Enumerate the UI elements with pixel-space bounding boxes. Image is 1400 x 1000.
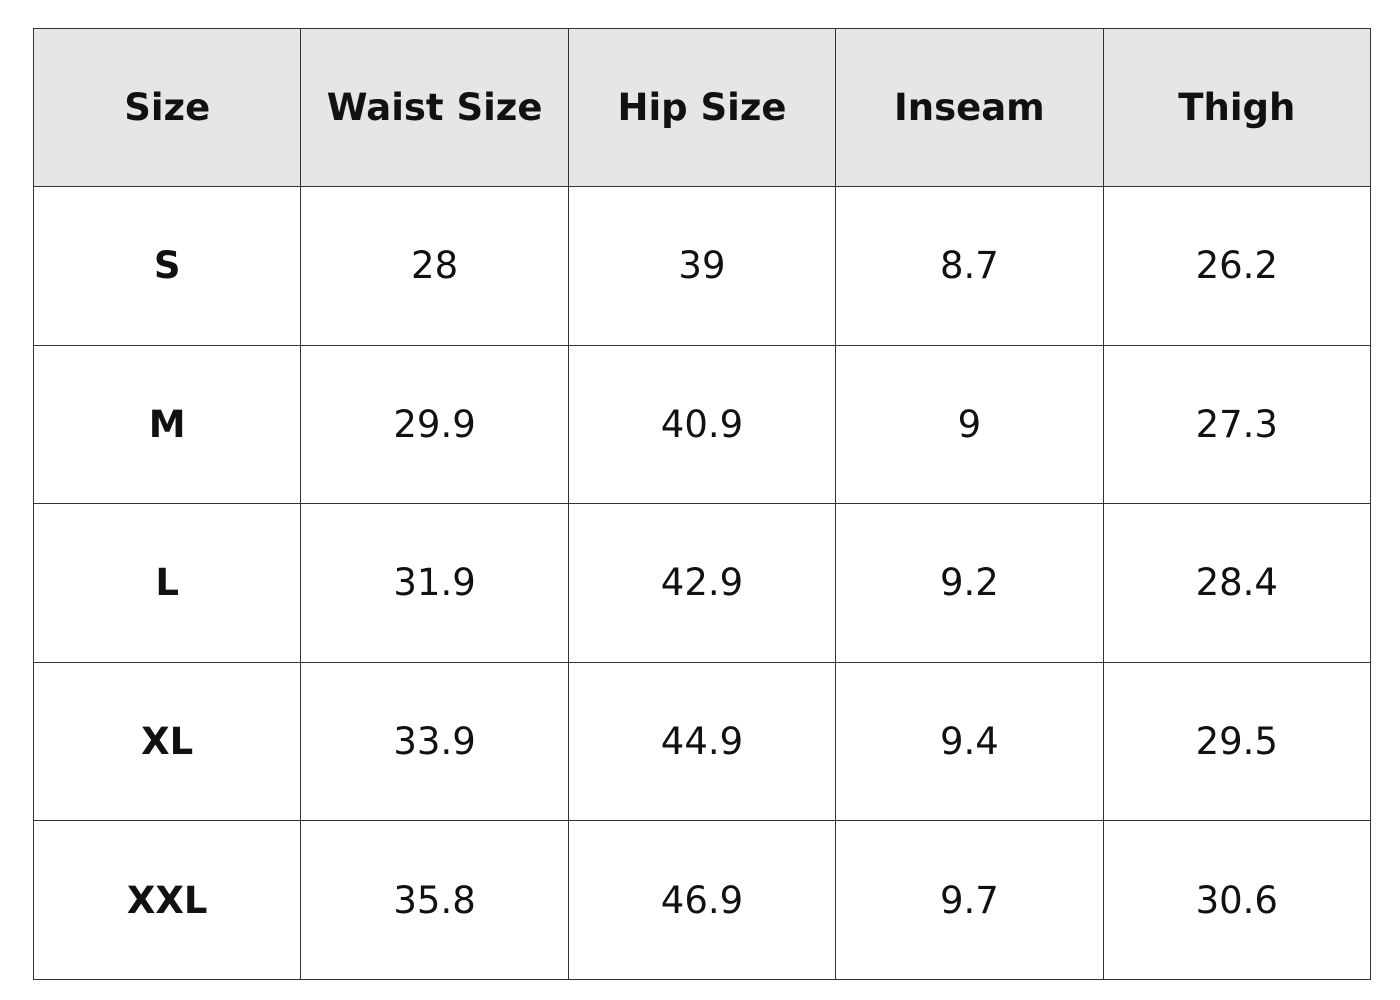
measurement-cell: 29.9 [300,344,569,505]
measurement-cell: 27.3 [1102,344,1372,505]
measurement-cell: 44.9 [567,661,837,822]
header-cell: Waist Size [300,28,569,187]
size-chart-table: Size Waist Size Hip Size Inseam Thigh S 28 39 8… [32,28,1372,980]
measurement-cell: 26.2 [1102,186,1372,346]
header-cell: Thigh [1102,28,1372,187]
header-cell: Hip Size [567,28,837,187]
table-body: S 28 39 8.7 26.2 M 29.9 40.9 9 27.3 L 31.9 42.9 9.2 28… [32,186,1372,980]
header-row: Size Waist Size Hip Size Inseam Thigh [32,28,1372,187]
measurement-cell: 9.7 [835,820,1104,980]
measurement-cell: 30.6 [1102,820,1372,980]
table-row: XL 33.9 44.9 9.4 29.5 [32,661,1372,822]
header-cell: Size [32,28,302,187]
measurement-cell: 46.9 [567,820,837,980]
measurement-cell: 28.4 [1102,503,1372,663]
measurement-cell: 35.8 [300,820,569,980]
table-row: S 28 39 8.7 26.2 [32,186,1372,346]
measurement-cell: 8.7 [835,186,1104,346]
table-row: L 31.9 42.9 9.2 28.4 [32,503,1372,663]
measurement-cell: 42.9 [567,503,837,663]
header-cell: Inseam [835,28,1104,187]
size-cell: L [32,503,302,663]
measurement-cell: 40.9 [567,344,837,505]
size-cell: S [32,186,302,346]
table-row: M 29.9 40.9 9 27.3 [32,344,1372,505]
size-cell: XXL [32,820,302,980]
measurement-cell: 31.9 [300,503,569,663]
measurement-cell: 28 [300,186,569,346]
measurement-cell: 9.4 [835,661,1104,822]
measurement-cell: 33.9 [300,661,569,822]
size-cell: XL [32,661,302,822]
measurement-cell: 9.2 [835,503,1104,663]
measurement-cell: 39 [567,186,837,346]
table-header: Size Waist Size Hip Size Inseam Thigh [32,28,1372,187]
table-row: XXL 35.8 46.9 9.7 30.6 [32,820,1372,980]
measurement-cell: 29.5 [1102,661,1372,822]
size-cell: M [32,344,302,505]
measurement-cell: 9 [835,344,1104,505]
